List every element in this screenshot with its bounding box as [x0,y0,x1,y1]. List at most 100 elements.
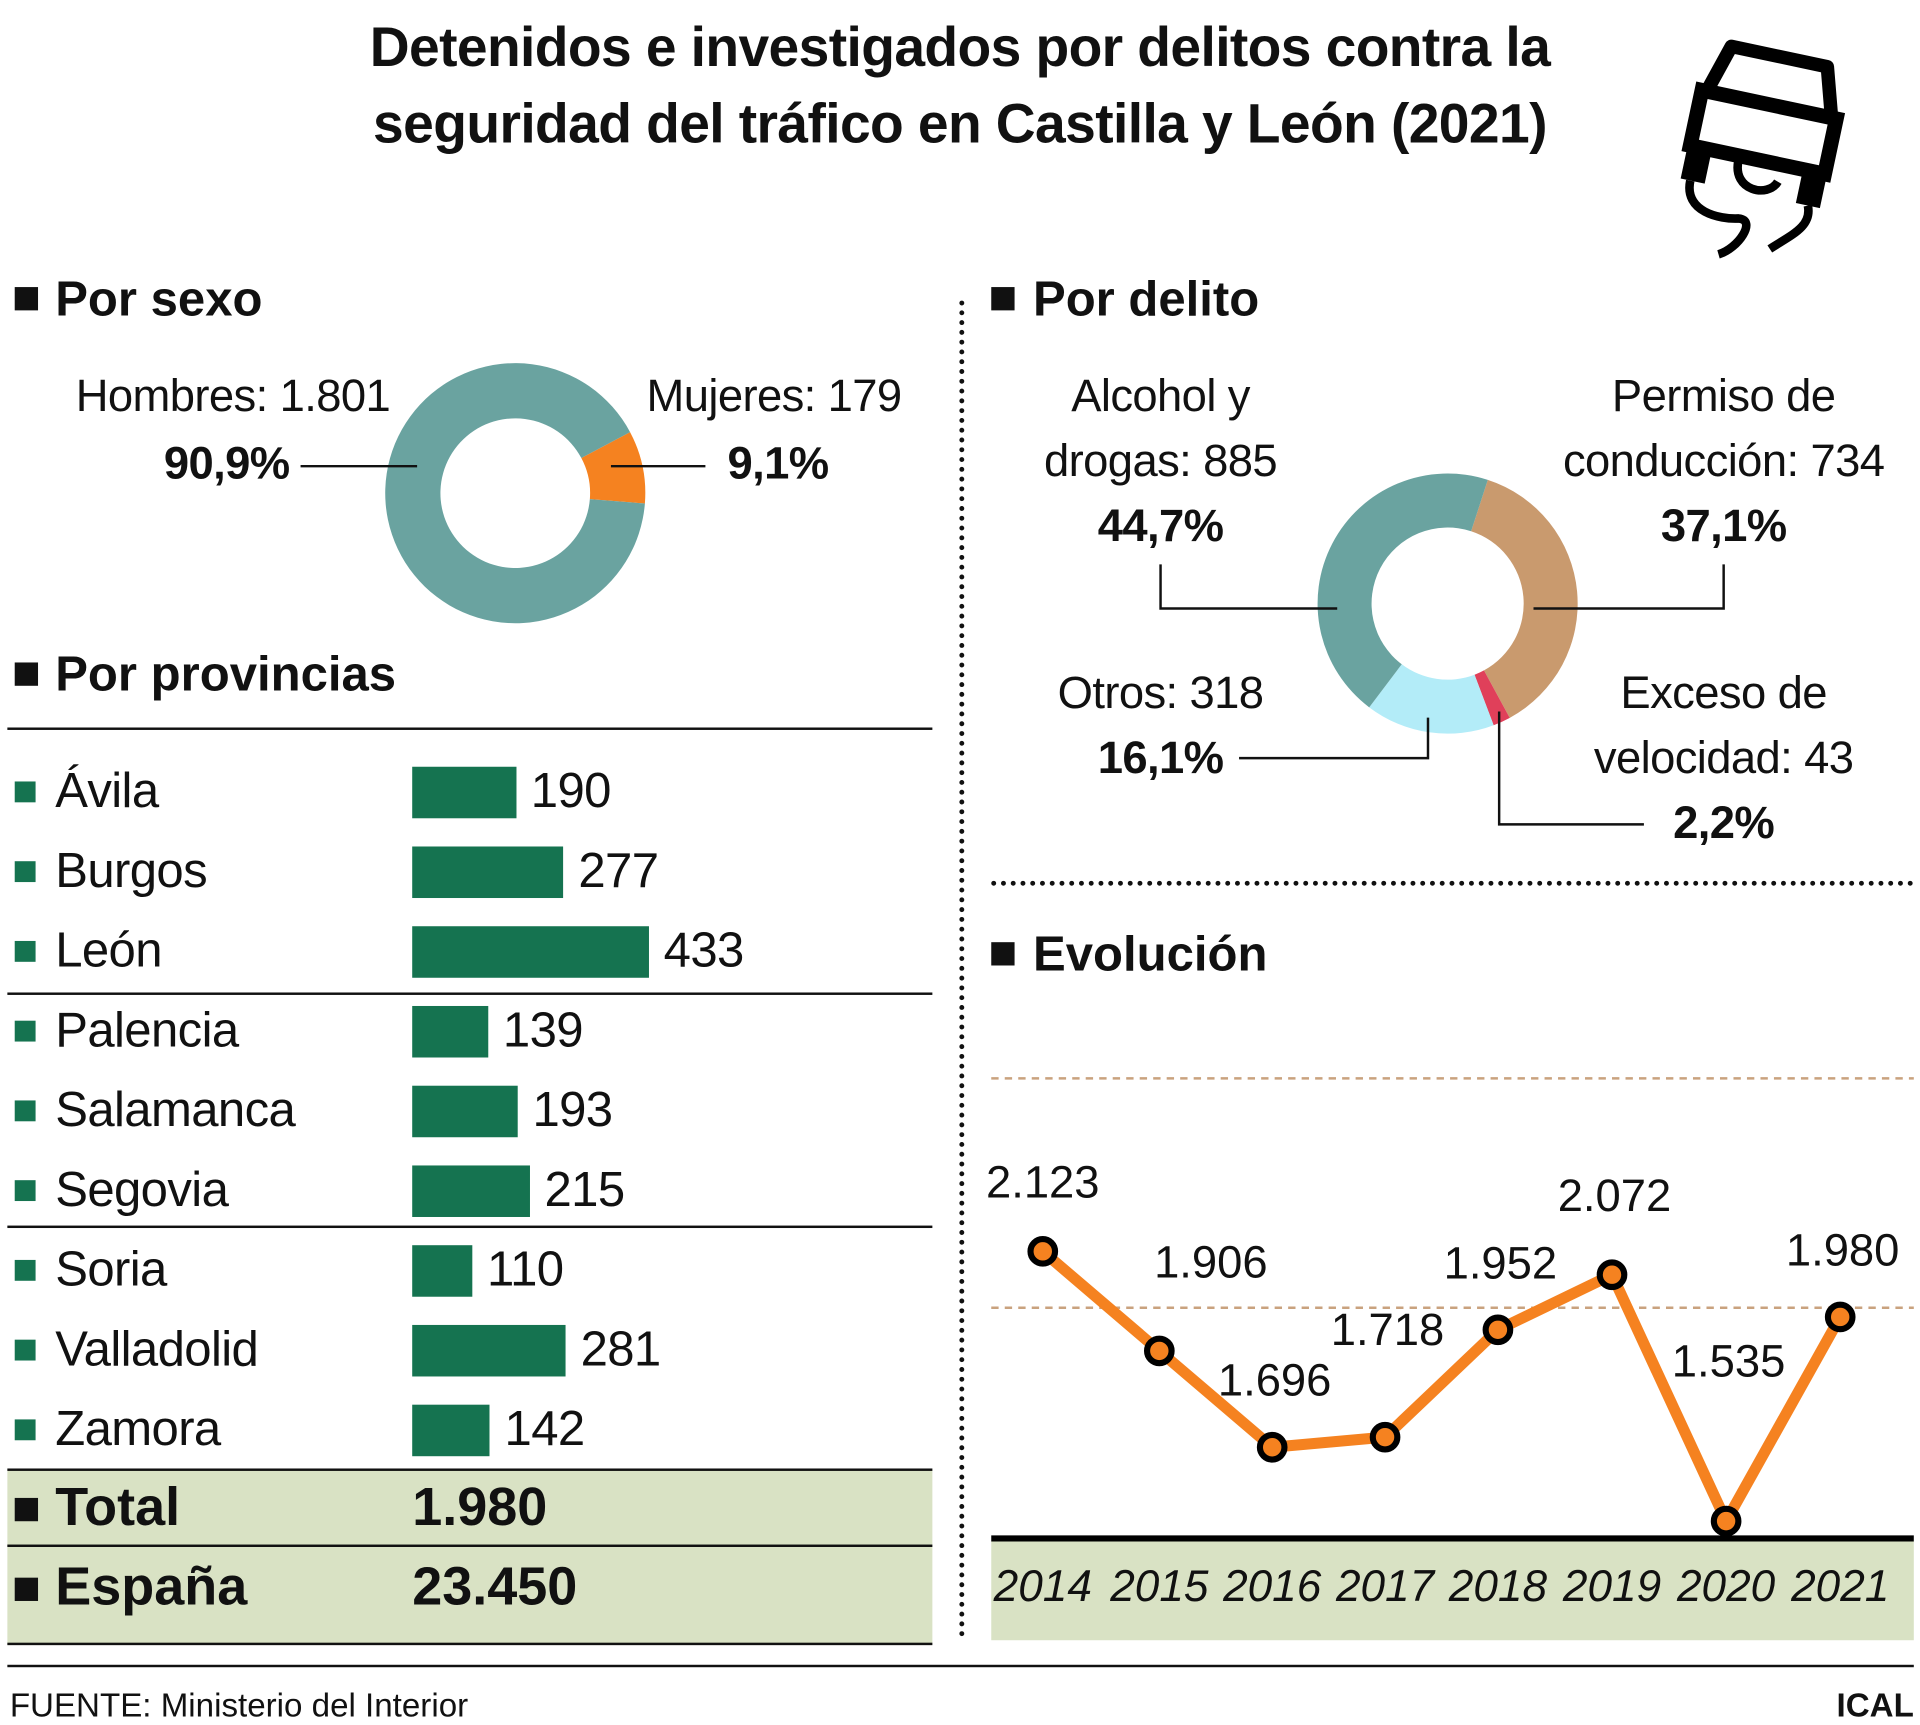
sexo-heading: Por sexo [55,272,263,327]
permiso-line: Permiso de [1611,370,1836,421]
otros-line: Otros: 318 [1057,667,1264,718]
vertical-divider [959,300,965,1638]
data-label: 2.123 [986,1156,1100,1207]
horizontal-divider [991,880,1914,886]
exceso-line: Exceso de [1620,667,1827,718]
otros-label: Otros: 318 16,1% [915,666,1406,785]
province-bar [412,1404,490,1457]
province-label: Burgos [55,844,208,899]
data-point [1027,1235,1059,1267]
divider [7,727,933,730]
province-value: 193 [532,1083,613,1138]
province-bar [412,1165,530,1217]
province-bullet [14,1339,36,1361]
data-point [1256,1431,1288,1463]
brand: ICAL [1836,1686,1914,1724]
leader-line [1159,564,1338,610]
province-bullet [14,781,36,803]
series-line [1039,1247,1846,1527]
province-value: 433 [663,923,745,978]
total-row [7,1468,933,1546]
slice-mujeres [581,432,646,504]
alcohol-pct: 44,7% [1097,500,1224,551]
province-label: Palencia [55,1003,239,1058]
year-band [991,1540,1914,1641]
x-tick-label: 2018 [1448,1562,1548,1611]
data-point [1824,1301,1856,1333]
province-bar [412,1324,566,1377]
espana-bullet [14,1577,39,1601]
title-line-2: seguridad del tráfico en Castilla y León… [373,92,1547,155]
permiso-label: Permiso de conducción: 734 37,1% [1478,369,1920,553]
alcohol-label: Alcohol y drogas: 885 44,7% [915,369,1406,553]
province-value: 281 [580,1322,662,1377]
section-bullet [991,942,1015,966]
x-tick-label: 2019 [1562,1562,1661,1611]
title: Detenidos e investigados por delitos con… [0,10,1920,162]
alcohol-line: drogas: 885 [1044,435,1278,486]
province-bar [412,1005,489,1058]
slice-permiso-de-conducción [1471,479,1578,718]
province-label: Salamanca [55,1083,296,1138]
footer-divider [7,1664,1914,1668]
province-label: Segovia [55,1163,229,1217]
data-point [1710,1505,1742,1537]
hombres-label: Hombres: 1.801 [75,370,391,421]
title-line-1: Detenidos e investigados por delitos con… [369,15,1551,79]
province-label: Ávila [55,764,159,819]
otros-pct: 16,1% [1097,732,1224,783]
x-tick-label: 2014 [993,1562,1092,1611]
evolucion-heading: Evolución [1032,927,1268,982]
permiso-line: conducción: 734 [1562,435,1885,486]
province-bar [412,846,564,899]
section-bullet [14,662,39,686]
provincias-heading: Por provincias [55,647,397,702]
province-value: 142 [504,1402,586,1457]
slice-otros [1369,664,1494,734]
province-bullet [14,861,36,883]
delito-heading: Por delito [1032,272,1260,327]
alcohol-line: Alcohol y [1071,370,1250,421]
x-tick-label: 2020 [1676,1562,1776,1611]
data-label: 1.980 [1786,1224,1900,1275]
data-point [1143,1335,1175,1367]
data-label: 2.072 [1558,1170,1672,1221]
mujeres-pct: 9,1% [727,437,829,489]
hombres-pct: 90,9% [163,437,290,489]
espana-value: 23.450 [412,1556,578,1617]
espana-label: España [55,1556,248,1617]
x-tick-label: 2016 [1222,1562,1322,1611]
data-point [1482,1314,1514,1346]
source: FUENTE: Ministerio del Interior [9,1686,469,1724]
data-point [1596,1259,1628,1291]
section-bullet [991,287,1015,311]
province-label: Valladolid [55,1322,259,1377]
total-value: 1.980 [412,1477,548,1538]
data-label: 1.696 [1218,1355,1332,1406]
province-value: 190 [530,764,612,819]
mujeres-label: Mujeres: 179 [646,370,903,421]
x-tick-label: 2017 [1335,1562,1436,1611]
leader-line [1239,717,1430,760]
province-label: Zamora [55,1402,221,1457]
divider [7,992,933,995]
exceso-pct: 2,2% [1673,797,1775,848]
espana-row [7,1544,933,1646]
exceso-line: velocidad: 43 [1593,732,1854,783]
leader-line [1497,711,1644,826]
province-label: León [55,923,162,978]
section-bullet [14,287,39,311]
province-bullet [14,1419,36,1441]
province-value: 277 [578,844,659,899]
province-value: 215 [544,1163,625,1217]
province-value: 110 [487,1242,564,1297]
exceso-label: Exceso de velocidad: 43 2,2% [1478,666,1920,850]
divider [7,1225,933,1229]
x-tick-label: 2021 [1790,1562,1889,1611]
x-tick-label: 2015 [1109,1562,1209,1611]
province-bullet [14,940,36,962]
slice-exceso-de-velocidad [1474,670,1510,726]
